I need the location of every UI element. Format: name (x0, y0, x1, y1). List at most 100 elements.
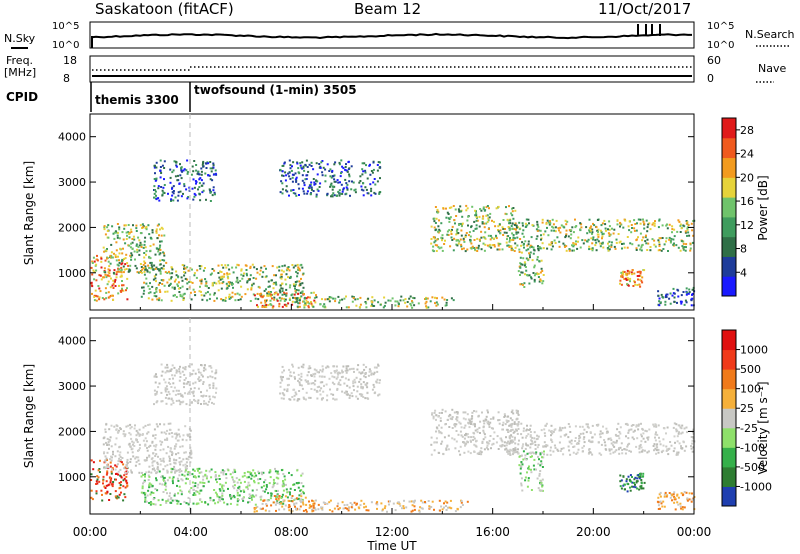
echo-1-3-281 (217, 501, 220, 504)
echo-1-8-232 (675, 430, 678, 433)
echo-0-5-258 (350, 188, 353, 191)
echo-1-0-68 (90, 489, 93, 492)
echo-1-8-8 (690, 447, 693, 450)
echo-0-3-152 (155, 295, 158, 298)
echo-1-5-63 (306, 374, 309, 377)
echo-1-3-170 (143, 479, 146, 482)
echo-0-0-111 (111, 256, 114, 259)
echo-0-1-214 (141, 268, 144, 271)
echo-1-11-41 (680, 492, 683, 495)
echo-1-7-208 (438, 412, 441, 414)
echo-1-5-222 (289, 398, 292, 401)
echo-0-2-103 (169, 168, 172, 171)
echo-0-1-53 (144, 236, 147, 239)
echo-1-9-12 (520, 461, 523, 463)
echo-0-5-147 (295, 180, 298, 183)
echo-1-8-190 (549, 449, 552, 452)
echo-0-3-389 (280, 277, 283, 280)
echo-0-11-28 (657, 294, 660, 297)
echo-0-8-305 (639, 232, 642, 235)
echo-1-8-74 (619, 432, 622, 435)
echo-1-8-236 (686, 431, 689, 434)
echo-0-1-30 (148, 233, 151, 236)
echo-0-6-96 (408, 297, 411, 300)
echo-0-3-298 (279, 284, 282, 287)
echo-0-2-55 (204, 162, 207, 165)
echo-1-4-38 (264, 509, 267, 512)
echo-1-2-131 (156, 390, 158, 393)
echo-1-7-24 (451, 427, 454, 429)
echo-0-7-192 (457, 232, 460, 234)
echo-0-7-272 (437, 230, 439, 233)
echo-1-3-344 (300, 482, 303, 485)
nsky-panel (89, 21, 695, 49)
echo-1-5-75 (313, 383, 316, 386)
echo-1-3-24 (287, 490, 290, 493)
echo-0-5-181 (340, 159, 343, 162)
echo-0-6-36 (330, 296, 333, 299)
echo-0-9-67 (542, 274, 545, 276)
echo-0-5-157 (280, 180, 283, 183)
echo-0-1-90 (138, 244, 141, 247)
echo-0-0-48 (97, 285, 100, 287)
echo-0-4-61 (308, 296, 311, 299)
echo-1-10-13 (620, 479, 623, 482)
echo-1-6-65 (312, 506, 315, 509)
echo-1-8-377 (647, 450, 650, 453)
echo-0-2-124 (169, 181, 172, 184)
echo-0-11-18 (680, 294, 683, 297)
echo-0-8-289 (646, 226, 649, 229)
echo-0-11-24 (658, 297, 661, 300)
echo-1-8-270 (569, 453, 572, 456)
echo-1-1-129 (137, 432, 140, 435)
echo-1-1-50 (185, 457, 188, 460)
echo-0-4-4 (268, 293, 271, 295)
echo-1-8-22 (685, 445, 688, 448)
echo-0-10-57 (639, 278, 641, 281)
echo-0-1-155 (122, 265, 125, 268)
echo-1-8-121 (615, 449, 618, 452)
echo-1-10-26 (624, 488, 626, 491)
echo-0-5-122 (309, 193, 312, 196)
echo-1-8-193 (617, 448, 620, 451)
echo-0-3-419 (193, 274, 196, 277)
echo-1-0-5 (109, 465, 112, 468)
echo-0-8-119 (565, 249, 568, 252)
echo-1-2-49 (154, 393, 157, 395)
echo-0-4-40 (264, 299, 266, 302)
echo-0-10-35 (620, 275, 623, 278)
echo-1-8-194 (623, 448, 626, 450)
echo-1-6-100 (343, 504, 346, 507)
echo-0-2-159 (186, 159, 189, 162)
y-tick-label-0-1: 2000 (58, 221, 86, 234)
echo-1-1-81 (156, 425, 159, 428)
echo-1-1-228 (110, 455, 112, 458)
echo-1-3-57 (199, 481, 202, 484)
echo-1-3-186 (293, 489, 296, 491)
echo-1-3-117 (289, 493, 291, 496)
echo-0-3-191 (147, 297, 150, 300)
echo-1-8-324 (591, 453, 594, 456)
echo-0-6-30 (296, 305, 299, 308)
echo-1-3-13 (220, 497, 223, 500)
echo-0-8-377 (688, 234, 691, 237)
echo-0-3-32 (169, 272, 172, 275)
echo-0-5-38 (302, 165, 305, 168)
echo-0-8-80 (513, 250, 516, 252)
echo-1-0-74 (117, 496, 120, 499)
echo-1-10-44 (619, 480, 622, 483)
echo-1-3-0 (222, 471, 225, 474)
echo-0-7-269 (446, 211, 449, 214)
echo-0-3-135 (296, 280, 299, 283)
echo-1-1-44 (170, 451, 173, 454)
echo-1-7-252 (464, 411, 467, 414)
echo-0-7-160 (497, 244, 500, 247)
echo-1-7-70 (505, 444, 508, 447)
echo-1-1-8 (129, 458, 132, 461)
echo-1-3-207 (197, 469, 199, 472)
echo-1-8-343 (625, 422, 628, 425)
echo-1-3-193 (177, 479, 180, 482)
echo-1-3-16 (147, 474, 150, 477)
echo-1-1-124 (148, 470, 150, 473)
echo-0-8-159 (682, 246, 685, 249)
